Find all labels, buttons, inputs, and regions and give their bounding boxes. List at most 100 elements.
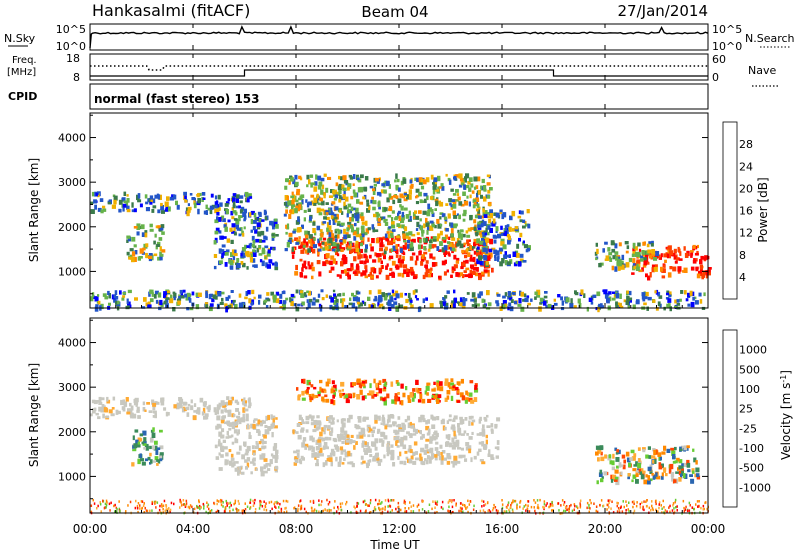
heatmap-cell <box>141 224 145 230</box>
heatmap-cell <box>450 204 454 208</box>
heatmap-cell <box>159 457 163 462</box>
heatmap-cell <box>383 189 387 193</box>
heatmap-cell <box>378 270 382 275</box>
heatmap-cell <box>402 444 407 450</box>
heatmap-cell <box>242 416 245 420</box>
heatmap-cell <box>360 272 363 277</box>
heatmap-cell <box>283 202 287 206</box>
heatmap-cell <box>290 199 295 205</box>
heatmap-cell <box>220 409 224 414</box>
heatmap-cell <box>391 260 396 266</box>
heatmap-cell <box>414 428 418 434</box>
heatmap-cell <box>423 179 427 185</box>
heatmap-cell <box>453 254 457 260</box>
heatmap-cell <box>386 441 391 446</box>
heatmap-cell <box>368 390 372 394</box>
heatmap-cell <box>342 194 346 200</box>
heatmap-cell <box>350 511 352 514</box>
heatmap-cell <box>330 215 334 219</box>
heatmap-cell <box>536 499 539 502</box>
heatmap-cell <box>441 418 445 422</box>
heatmap-cell <box>271 235 275 241</box>
heatmap-cell <box>235 408 239 412</box>
heatmap-cell <box>166 290 171 293</box>
heatmap-cell <box>646 243 650 248</box>
heatmap-cell <box>482 424 485 429</box>
heatmap-cell <box>486 414 489 418</box>
heatmap-cell <box>252 220 257 224</box>
heatmap-cell <box>222 434 225 439</box>
heatmap-cell <box>349 250 352 254</box>
heatmap-cell <box>510 506 512 509</box>
heatmap-cell <box>365 462 370 466</box>
heatmap-cell <box>333 392 336 397</box>
heatmap-cell <box>343 201 346 207</box>
heatmap-cell <box>494 506 497 509</box>
heatmap-cell <box>301 301 305 306</box>
heatmap-cell <box>359 434 364 439</box>
heatmap-cell <box>386 446 391 453</box>
heatmap-cell <box>543 507 545 511</box>
heatmap-cell <box>333 444 338 448</box>
heatmap-cell <box>396 424 399 428</box>
heatmap-cell <box>402 424 406 430</box>
heatmap-cell <box>543 506 546 509</box>
heatmap-cell <box>620 305 624 309</box>
heatmap-cell <box>255 468 258 471</box>
heatmap-cell <box>328 270 332 273</box>
heatmap-cell <box>145 207 150 212</box>
heatmap-cell <box>579 499 582 502</box>
heatmap-cell <box>442 425 446 431</box>
heatmap-cell <box>351 463 355 468</box>
heatmap-cell <box>633 509 636 513</box>
heatmap-cell <box>352 297 357 302</box>
heatmap-cell <box>377 257 381 263</box>
heatmap-cell <box>387 499 390 503</box>
heatmap-cell <box>367 446 371 449</box>
heatmap-cell <box>238 445 242 451</box>
heatmap-cell <box>356 434 361 439</box>
heatmap-cell <box>694 252 699 256</box>
heatmap-cell <box>155 225 159 229</box>
heatmap-cell <box>400 508 402 512</box>
heatmap-cell <box>175 404 180 410</box>
heatmap-cell <box>611 297 616 301</box>
heatmap-cell <box>237 418 242 422</box>
nsearch-tick-bottom: 10^0 <box>712 40 742 53</box>
heatmap-cell <box>485 232 490 236</box>
heatmap-cell <box>222 218 226 222</box>
heatmap-cell <box>424 237 428 243</box>
heatmap-cell <box>655 289 659 295</box>
heatmap-cell <box>143 502 145 505</box>
heatmap-cell <box>486 174 491 178</box>
heatmap-cell <box>275 298 280 304</box>
heatmap-cell <box>415 255 419 261</box>
heatmap-cell <box>632 468 637 472</box>
heatmap-cell <box>149 201 153 205</box>
heatmap-cell <box>476 230 481 234</box>
heatmap-cell <box>525 249 529 253</box>
heatmap-cell <box>473 202 477 205</box>
heatmap-cell <box>634 246 638 251</box>
heatmap-cell <box>495 212 500 218</box>
heatmap-cell <box>669 306 672 312</box>
heatmap-cell <box>151 509 153 512</box>
heatmap-cell <box>380 260 383 265</box>
heatmap-cell <box>617 265 621 271</box>
heatmap-cell <box>388 451 393 455</box>
heatmap-cell <box>329 415 333 420</box>
heatmap-cell <box>681 463 684 467</box>
heatmap-cell <box>595 307 599 311</box>
heatmap-cell <box>480 215 484 219</box>
heatmap-cell <box>514 499 517 503</box>
heatmap-cell <box>249 257 253 263</box>
heatmap-cell <box>494 446 499 449</box>
heatmap-cell <box>222 505 224 508</box>
heatmap-cell <box>334 238 338 243</box>
heatmap-cell <box>300 504 303 508</box>
heatmap-cell <box>134 297 138 301</box>
heatmap-cell <box>482 444 487 450</box>
heatmap-cell <box>620 471 623 476</box>
heatmap-cell <box>466 292 470 295</box>
heatmap-cell <box>150 429 154 433</box>
